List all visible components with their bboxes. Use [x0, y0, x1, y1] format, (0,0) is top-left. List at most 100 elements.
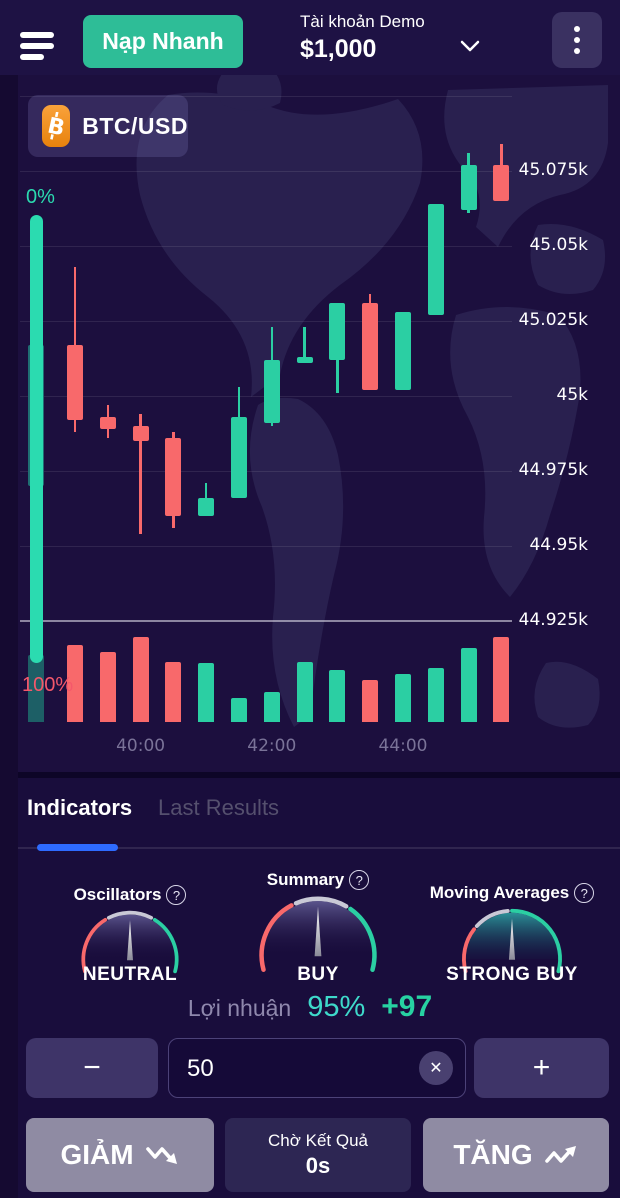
down-button-label: GIẢM — [60, 1139, 134, 1170]
time-axis-label: 44:00 — [378, 736, 428, 756]
gauge-moving-averages: Moving Averages ? STRONG BUY — [424, 883, 600, 986]
price-axis-label: 44.975k — [518, 460, 588, 480]
candle — [231, 417, 247, 498]
volume-bar — [460, 648, 477, 722]
volume-bar — [427, 668, 444, 722]
volume-bar — [231, 698, 247, 722]
gauge-title: Summary ? — [266, 870, 370, 890]
timer-progress-bar — [30, 215, 43, 663]
price-axis-label: 44.95k — [529, 535, 588, 555]
tab-indicators[interactable]: Indicators — [27, 795, 133, 820]
price-axis-label: 45.025k — [518, 310, 588, 330]
volume-bar — [198, 663, 215, 722]
decrease-amount-button[interactable]: − — [26, 1038, 158, 1098]
time-axis-label: 42:00 — [247, 736, 297, 756]
candle — [67, 345, 83, 420]
tabs-divider — [18, 847, 620, 849]
actions-row: GIẢM Chờ Kết Quả 0s TĂNG — [0, 1118, 620, 1192]
gauge-oscillators: Oscillators ? NEUTRAL — [60, 885, 200, 986]
active-tab-underline — [37, 844, 118, 851]
gridline — [20, 96, 512, 97]
account-selector[interactable]: Tài khoản Demo $1,000 — [300, 12, 480, 64]
price-axis-label: 45k — [556, 385, 588, 405]
gauge-result: BUY — [297, 964, 339, 985]
amount-input[interactable] — [169, 1039, 419, 1099]
current-price-line — [20, 620, 512, 622]
deposit-button[interactable]: Nạp Nhanh — [83, 15, 243, 68]
gauge-result: NEUTRAL — [82, 964, 178, 985]
trend-up-icon — [544, 1146, 576, 1163]
symbol-selector[interactable]: B BTC/USD — [28, 95, 188, 157]
price-axis-label: 45.05k — [529, 235, 588, 255]
svg-text:B: B — [45, 114, 67, 140]
profit-row: Lợi nhuận 95% +97 — [0, 990, 620, 1024]
symbol-label: BTC/USD — [82, 112, 188, 139]
candle — [296, 357, 313, 363]
help-icon[interactable]: ? — [166, 885, 187, 905]
waiting-result-box: Chờ Kết Quả 0s — [225, 1118, 411, 1192]
profit-amount: +97 — [381, 990, 433, 1023]
amount-input-wrap: ✕ — [168, 1038, 466, 1099]
volume-bar — [263, 692, 280, 722]
gauge-title: Oscillators ? — [74, 885, 187, 905]
account-balance: $1,000 — [300, 35, 377, 63]
candle — [395, 312, 411, 390]
panel-tabs: Indicators Last Results — [0, 795, 620, 851]
volume-bar — [395, 674, 411, 722]
up-button-label: TĂNG — [453, 1139, 533, 1170]
more-options-button[interactable] — [552, 12, 602, 68]
candle — [362, 303, 379, 390]
trend-down-icon — [145, 1147, 177, 1164]
buy-up-button[interactable]: TĂNG — [423, 1118, 609, 1192]
candle — [263, 360, 280, 423]
gauge-title: Moving Averages ? — [430, 883, 595, 903]
volume-bar — [493, 637, 510, 722]
timer-progress-start: 0% — [26, 186, 55, 208]
waiting-label: Chờ Kết Quả — [268, 1131, 368, 1150]
gauge-title-text: Moving Averages — [429, 883, 570, 902]
candle — [99, 417, 116, 429]
gauge-summary: Summary ? BUY — [240, 870, 396, 986]
profit-percent: 95% — [307, 991, 366, 1023]
candle — [132, 426, 149, 441]
volume-bar — [67, 645, 83, 722]
help-icon[interactable]: ? — [574, 883, 595, 903]
increase-amount-button[interactable]: + — [474, 1038, 609, 1098]
volume-bar — [99, 652, 116, 722]
volume-bar — [165, 662, 182, 722]
volume-bar — [329, 670, 346, 722]
volume-bar — [132, 637, 149, 722]
price-axis-label: 45.075k — [518, 160, 588, 180]
candle — [493, 165, 510, 201]
volume-bar — [296, 662, 313, 722]
bitcoin-icon: B — [42, 105, 71, 147]
gridline — [20, 246, 512, 247]
gauge-dial — [259, 896, 377, 972]
price-axis-label: 44.925k — [518, 610, 588, 630]
profit-label: Lợi nhuận — [187, 995, 292, 1021]
candle — [198, 498, 215, 516]
clear-amount-button[interactable]: ✕ — [419, 1051, 453, 1085]
gauge-dial — [462, 908, 562, 974]
chart-section — [18, 75, 620, 772]
candle-wick — [139, 414, 142, 534]
hamburger-menu-icon[interactable] — [20, 32, 56, 64]
sell-down-button[interactable]: GIẢM — [26, 1118, 214, 1192]
volume-bar — [28, 655, 44, 722]
gridline — [20, 546, 512, 547]
timer-progress-end: 100% — [22, 674, 74, 696]
amount-row: − ✕ + — [0, 1038, 620, 1099]
time-axis-label: 40:00 — [116, 736, 166, 756]
gridline — [20, 471, 512, 472]
candle-wick — [303, 327, 306, 363]
candle — [165, 438, 182, 516]
gauge-result: STRONG BUY — [446, 964, 578, 985]
help-icon[interactable]: ? — [349, 870, 370, 890]
waiting-time: 0s — [305, 1153, 331, 1178]
gauge-title-text: Summary — [266, 870, 345, 889]
tab-last-results[interactable]: Last Results — [158, 795, 280, 820]
volume-bar — [362, 680, 379, 722]
left-edge-strip — [0, 75, 18, 1198]
candle — [427, 204, 444, 315]
app-header: Nạp Nhanh Tài khoản Demo $1,000 — [0, 0, 620, 75]
